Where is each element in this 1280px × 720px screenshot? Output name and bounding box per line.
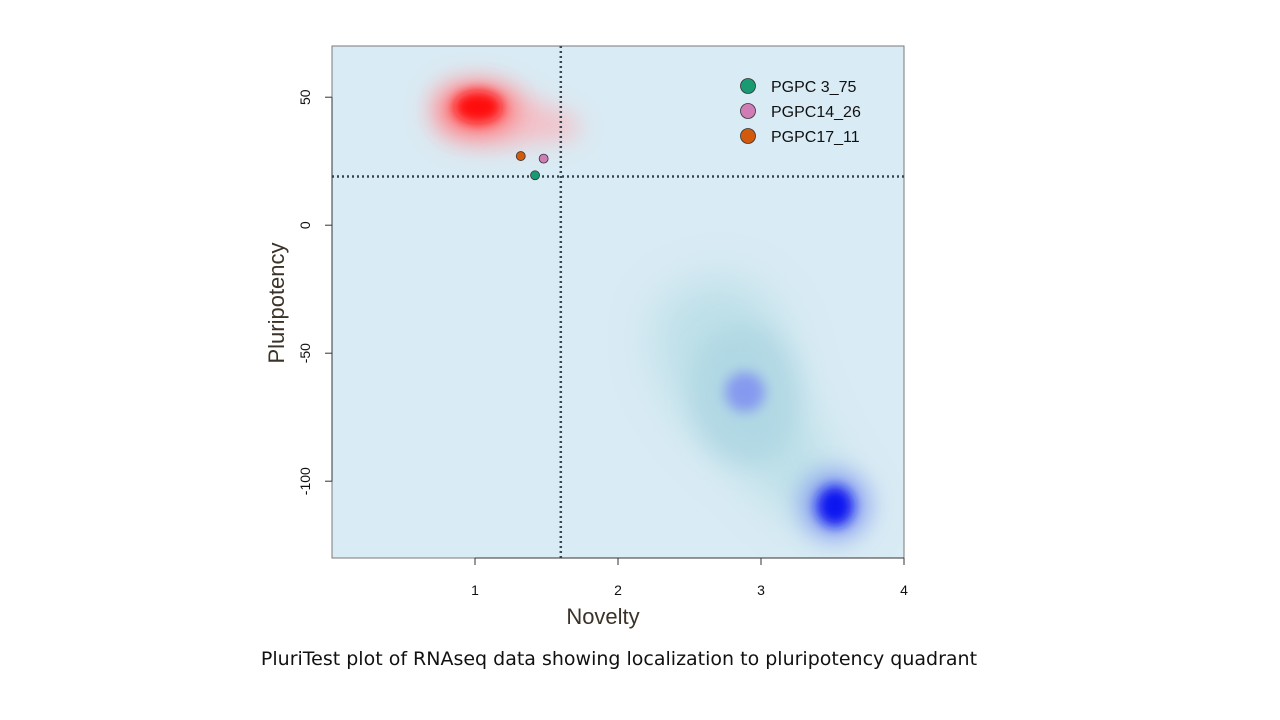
y-tick-label: -50	[297, 343, 313, 363]
legend: PGPC 3_75 PGPC14_26 PGPC17_11	[740, 78, 861, 146]
x-axis: 1 2 3 4	[471, 557, 908, 598]
x-axis-title: Novelty	[566, 604, 639, 629]
x-tick-label: 1	[471, 582, 479, 598]
legend-label: PGPC 3_75	[771, 79, 856, 96]
legend-marker	[740, 78, 756, 94]
novelty-density-center	[725, 372, 765, 412]
y-tick-label: 0	[297, 221, 313, 229]
sample-points	[515, 151, 549, 181]
y-tick-label: 50	[297, 89, 313, 105]
legend-marker	[740, 128, 756, 144]
figure-caption: PluriTest plot of RNAseq data showing lo…	[260, 648, 978, 670]
legend-label: PGPC17_11	[771, 129, 860, 146]
legend-label: PGPC14_26	[771, 104, 861, 121]
sample-point	[515, 151, 526, 161]
sample-point	[538, 153, 549, 164]
x-tick-label: 3	[757, 582, 765, 598]
legend-marker	[740, 103, 756, 119]
novelty-density-peak	[817, 486, 853, 526]
density-layer	[428, 77, 869, 539]
x-tick-label: 4	[900, 582, 908, 598]
y-tick-label: -100	[297, 467, 313, 495]
pluripotent-density-peak	[454, 91, 502, 123]
y-axis-title: Pluripotency	[264, 242, 289, 363]
y-axis: 50 0 -50 -100	[297, 89, 333, 495]
x-tick-label: 2	[614, 582, 622, 598]
sample-point	[530, 170, 540, 181]
